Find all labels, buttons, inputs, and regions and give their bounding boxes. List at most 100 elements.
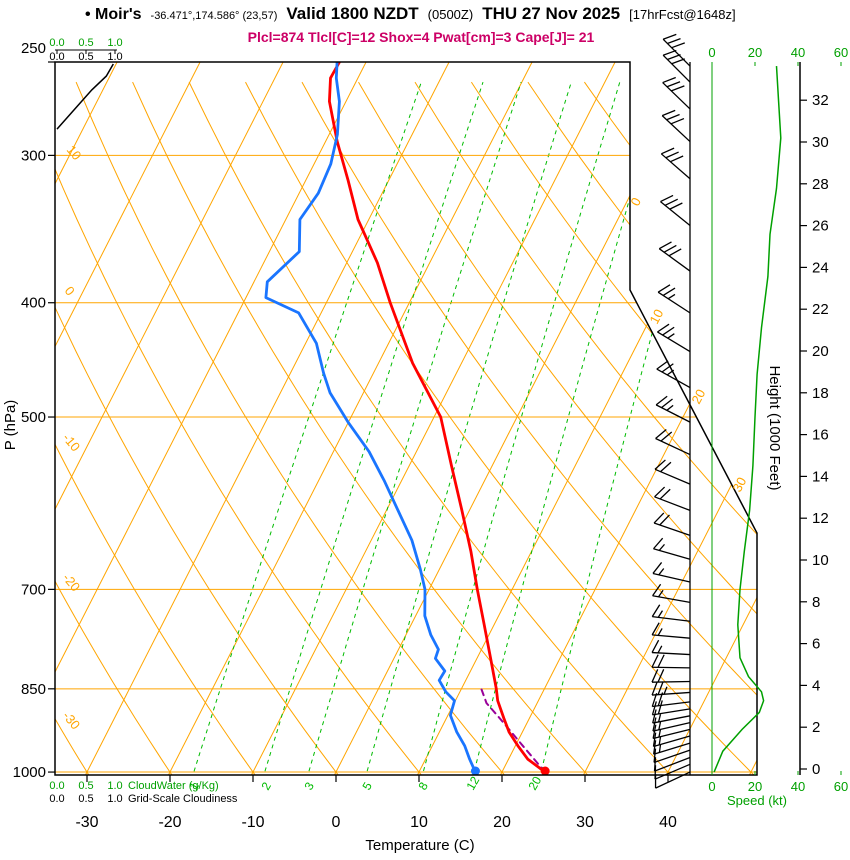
wind-speed-curve (713, 66, 782, 773)
wind-barb (658, 241, 691, 272)
pressure-tick-label: 1000 (13, 764, 46, 781)
cloudiness-scale-bottom: 0.0 (49, 793, 64, 805)
cloudiness-scale-top: 0.0 (49, 51, 64, 63)
height-tick-label: 32 (812, 92, 829, 109)
pressure-tick-label: 250 (21, 40, 46, 57)
wind-barb (655, 395, 691, 423)
height-tick-label: 4 (812, 677, 820, 694)
cloudiness-profile (56, 63, 114, 130)
wind-barb (656, 360, 691, 389)
mixing-ratio-line (299, 81, 522, 775)
wind-barb (662, 76, 691, 110)
isotherm-label: 20 (688, 387, 708, 407)
speed-tick-label-bottom: 40 (791, 779, 805, 794)
wind-barb (651, 669, 691, 683)
height-tick-label: 0 (812, 761, 820, 778)
wind-barb (660, 194, 691, 226)
wind-barb (654, 486, 691, 512)
dry-adiabat-label: -10 (60, 430, 84, 454)
height-tick-label: 30 (812, 134, 829, 151)
speed-tick-label-top: 40 (791, 45, 805, 60)
pressure-tick-label: 300 (21, 147, 46, 164)
plot-frame (54, 61, 758, 776)
speed-tick-label-bottom: 0 (708, 779, 715, 794)
dry-adiabat-line (358, 81, 757, 775)
isotherm-line (168, 62, 533, 775)
height-tick-label: 8 (812, 594, 820, 611)
forecast-info: [17hrFcst@1648z] (629, 7, 736, 22)
temperature-tick-label: 40 (659, 814, 677, 831)
temperature-tick-label: -20 (158, 814, 181, 831)
wind-barb (651, 654, 691, 669)
cloudwater-scale-top: 0.5 (78, 37, 93, 49)
skewt-background-grid (55, 62, 757, 775)
height-tick-label: 16 (812, 427, 829, 444)
cloudwater-axis-title: CloudWater (g/Kg) (128, 780, 219, 792)
temperature-tick-label: -10 (241, 814, 264, 831)
wind-barbs (651, 33, 691, 789)
height-tick-label: 6 (812, 636, 820, 653)
isotherm-line (55, 62, 284, 775)
station-name: • Moir's (85, 6, 142, 23)
isotherm-line (251, 62, 616, 775)
wind-barb (660, 147, 691, 180)
wind-barb (653, 748, 691, 764)
temperature-tick-label: 30 (576, 814, 594, 831)
cloudiness-scale-bottom: 1.0 (107, 793, 122, 805)
isotherm-line (85, 62, 450, 775)
cloudiness-scale-top: 0.5 (78, 51, 93, 63)
wind-barb (661, 109, 691, 143)
speed-tick-label-top: 0 (708, 45, 715, 60)
height-tick-label: 18 (812, 385, 829, 402)
height-tick-label: 12 (812, 510, 829, 527)
mixing-ratio-line (358, 81, 572, 775)
cloudwater-scale-top: 1.0 (107, 37, 122, 49)
height-tick-label: 26 (812, 218, 829, 235)
temperature-tick-label: -30 (75, 814, 98, 831)
mixing-ratio-label: 20 (525, 774, 544, 793)
height-tick-label: 14 (812, 468, 829, 485)
wind-barb (652, 732, 691, 748)
pressure-tick-label: 700 (21, 581, 46, 598)
dry-adiabat-line (75, 81, 528, 775)
height-tick-label: 28 (812, 176, 829, 193)
speed-tick-label-top: 60 (834, 45, 848, 60)
isotherm-line (666, 62, 757, 775)
pressure-tick-label: 400 (21, 295, 46, 312)
isotherm-label: 10 (646, 307, 666, 327)
dry-adiabat-line (583, 81, 757, 775)
wind-barb (652, 583, 691, 604)
isotherm-line (55, 62, 201, 775)
dry-adiabat-line (55, 81, 191, 775)
height-tick-label: 2 (812, 719, 820, 736)
wind-barb (653, 756, 691, 772)
speed-axis-title: Speed (kt) (727, 793, 787, 808)
valid-utc: (0500Z) (427, 7, 474, 22)
valid-time: Valid 1800 NZDT (286, 4, 419, 23)
speed-tick-label-bottom: 60 (834, 779, 848, 794)
mixing-ratio-line (533, 81, 722, 775)
title-bar: • Moir's -36.471°,174.586° (23,57) Valid… (85, 4, 736, 24)
wind-barb (654, 459, 691, 485)
station-coords: -36.471°,174.586° (23,57) (150, 10, 278, 22)
pressure-tick-label: 850 (21, 681, 46, 698)
cloudwater-scale-bottom: 0.5 (78, 780, 93, 792)
pressure-axis-title: P (hPa) (2, 400, 19, 451)
wind-barb (662, 49, 691, 83)
wind-barb (651, 681, 691, 696)
temperature-axis-title: Temperature (C) (365, 837, 474, 854)
cloudiness-scale-top: 1.0 (107, 51, 122, 63)
parcel-curve (480, 687, 547, 774)
dry-adiabat-label: 0 (62, 283, 78, 298)
dry-adiabat-line (55, 81, 107, 775)
pressure-tick-label: 500 (21, 409, 46, 426)
wind-barb (652, 717, 691, 732)
mixing-ratio-line (183, 81, 422, 775)
isotherm-line (417, 62, 757, 775)
dry-adiabat-line (188, 81, 697, 775)
wind-barb (653, 512, 691, 537)
surface-temperature-dot (540, 766, 550, 775)
